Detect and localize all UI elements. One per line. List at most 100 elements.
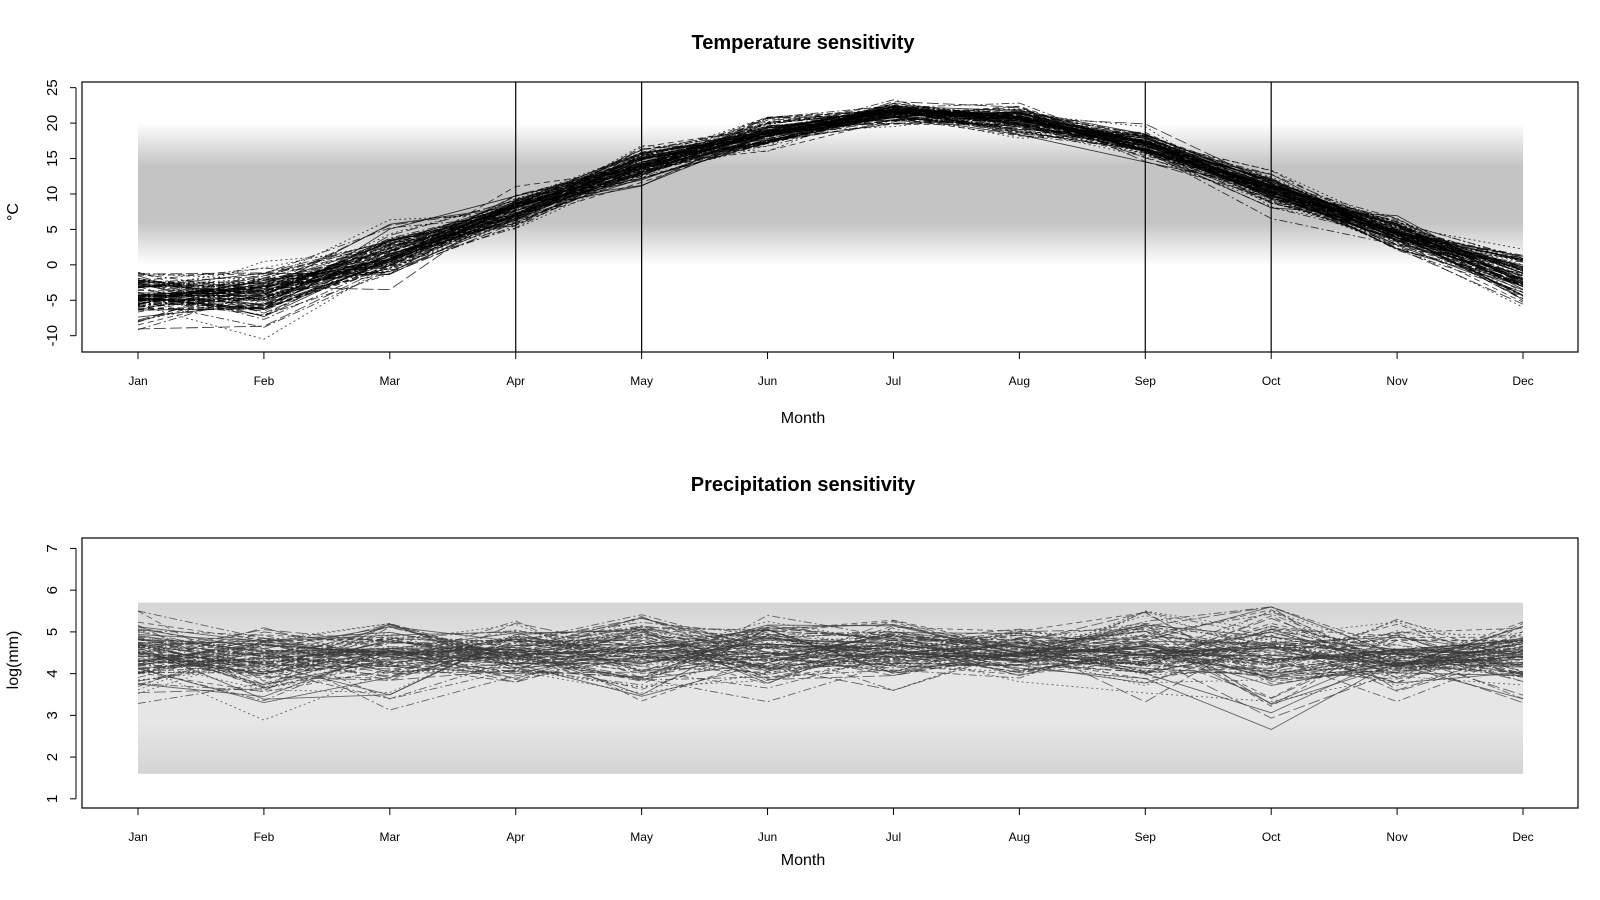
ensemble-line (137, 105, 1524, 287)
ensemble-lines (137, 99, 1524, 340)
ensemble-lines (137, 606, 1524, 730)
precipitation-chart-title: Precipitation sensitivity (691, 474, 916, 496)
ensemble-line (137, 623, 1524, 702)
ensemble-line (137, 626, 1524, 696)
x-tick-label-apr: Apr (506, 830, 525, 844)
ensemble-line (137, 614, 1524, 681)
ensemble-line (137, 638, 1524, 702)
y-tick-label: 25 (44, 79, 61, 96)
y-tick-label: 20 (44, 115, 61, 132)
ensemble-line (137, 631, 1524, 699)
x-tick-label-oct: Oct (1262, 374, 1281, 388)
temperature-x-axis-label: Month (781, 410, 825, 427)
y-tick-label: 1 (44, 795, 61, 803)
ensemble-line (137, 105, 1524, 298)
ensemble-line (137, 626, 1524, 672)
ensemble-line (137, 629, 1524, 688)
ensemble-line (137, 610, 1524, 682)
precipitation-x-axis-label: Month (781, 852, 825, 869)
ensemble-line (137, 610, 1524, 682)
temperature-panel: Temperature sensitivity Month °C -10 -5 0 5… (5, 32, 1579, 427)
ensemble-line (137, 622, 1524, 678)
ensemble-line (137, 620, 1524, 674)
x-tick-label-aug: Aug (1009, 830, 1030, 844)
x-tick-label-mar: Mar (379, 374, 400, 388)
precipitation-panel: Precipitation sensitivity Month log(mm) … (5, 474, 1579, 869)
ensemble-line (137, 109, 1524, 311)
x-tick-label-oct: Oct (1262, 830, 1281, 844)
ensemble-line (137, 638, 1524, 665)
ensemble-line (137, 631, 1524, 719)
ensemble-line (137, 108, 1524, 296)
ensemble-line (137, 116, 1524, 289)
ensemble-line (137, 113, 1524, 296)
x-tick-label-dec: Dec (1512, 830, 1533, 844)
ensemble-line (137, 104, 1524, 296)
y-tick-label: -10 (44, 325, 61, 347)
y-tick-label: 3 (44, 711, 61, 719)
sensitivity-band (138, 602, 1523, 774)
ensemble-line (137, 634, 1524, 679)
ensemble-line (137, 118, 1524, 299)
ensemble-line (137, 113, 1524, 328)
temperature-plot-area: -10 -5 0 5 10 15 20 25 Jan Feb Mar Apr May Jun Jul Aug S… (44, 79, 1579, 388)
temperature-chart-title: Temperature sensitivity (691, 32, 915, 54)
x-tick-label-jan: Jan (128, 830, 147, 844)
y-tick-label: 2 (44, 753, 61, 761)
precipitation-y-axis-label: log(mm) (5, 631, 22, 690)
x-tick-label-feb: Feb (254, 830, 275, 844)
y-tick-label: -5 (44, 294, 61, 307)
sensitivity-band (138, 123, 1523, 265)
ensemble-line (137, 110, 1524, 305)
ensemble-line (137, 621, 1524, 675)
x-tick-label-jun: Jun (758, 830, 777, 844)
ensemble-line (137, 625, 1524, 679)
ensemble-line (137, 629, 1524, 681)
x-tick-label-aug: Aug (1009, 374, 1030, 388)
ensemble-line (137, 616, 1524, 691)
x-tick-label-may: May (630, 830, 653, 844)
ensemble-line (137, 628, 1524, 696)
ensemble-line (137, 626, 1524, 680)
ensemble-line (137, 631, 1524, 714)
ensemble-line (137, 620, 1524, 703)
y-tick-label: 5 (44, 628, 61, 636)
ensemble-line (137, 631, 1524, 689)
x-tick-label-jun: Jun (758, 374, 777, 388)
ensemble-line (137, 105, 1524, 297)
x-tick-label-sep: Sep (1135, 374, 1157, 388)
precipitation-plot-area: 1 2 3 4 5 6 7 Jan Feb Mar Apr May Jun Jul Aug Sep Oct Nov… (44, 537, 1579, 844)
y-tick-label: 7 (44, 544, 61, 552)
ensemble-line (137, 619, 1524, 707)
x-tick-label-nov: Nov (1386, 830, 1407, 844)
y-tick-label: 10 (44, 186, 61, 203)
ensemble-line (137, 633, 1524, 673)
ensemble-line (137, 636, 1524, 668)
ensemble-line (137, 648, 1524, 711)
x-tick-label-dec: Dec (1512, 374, 1533, 388)
x-tick-label-apr: Apr (506, 374, 525, 388)
ensemble-line (137, 111, 1524, 298)
x-tick-label-jan: Jan (128, 374, 147, 388)
x-tick-label-mar: Mar (379, 830, 400, 844)
ensemble-line (137, 108, 1524, 275)
ensemble-line (137, 632, 1524, 673)
ensemble-line (137, 621, 1524, 682)
x-tick-label-may: May (630, 374, 653, 388)
y-tick-label: 6 (44, 586, 61, 594)
temperature-y-axis-label: °C (5, 203, 22, 221)
ensemble-line (137, 109, 1524, 301)
ensemble-line (137, 629, 1524, 682)
ensemble-line (137, 110, 1524, 308)
y-tick-label: 4 (44, 669, 61, 677)
y-tick-label: 0 (44, 261, 61, 269)
ensemble-line (137, 606, 1524, 700)
y-tick-label: 15 (44, 150, 61, 167)
ensemble-line (137, 624, 1524, 675)
ensemble-line (137, 111, 1524, 310)
ensemble-line (137, 626, 1524, 687)
ensemble-line (137, 109, 1524, 306)
y-tick-label: 5 (44, 225, 61, 233)
ensemble-line (137, 114, 1524, 289)
